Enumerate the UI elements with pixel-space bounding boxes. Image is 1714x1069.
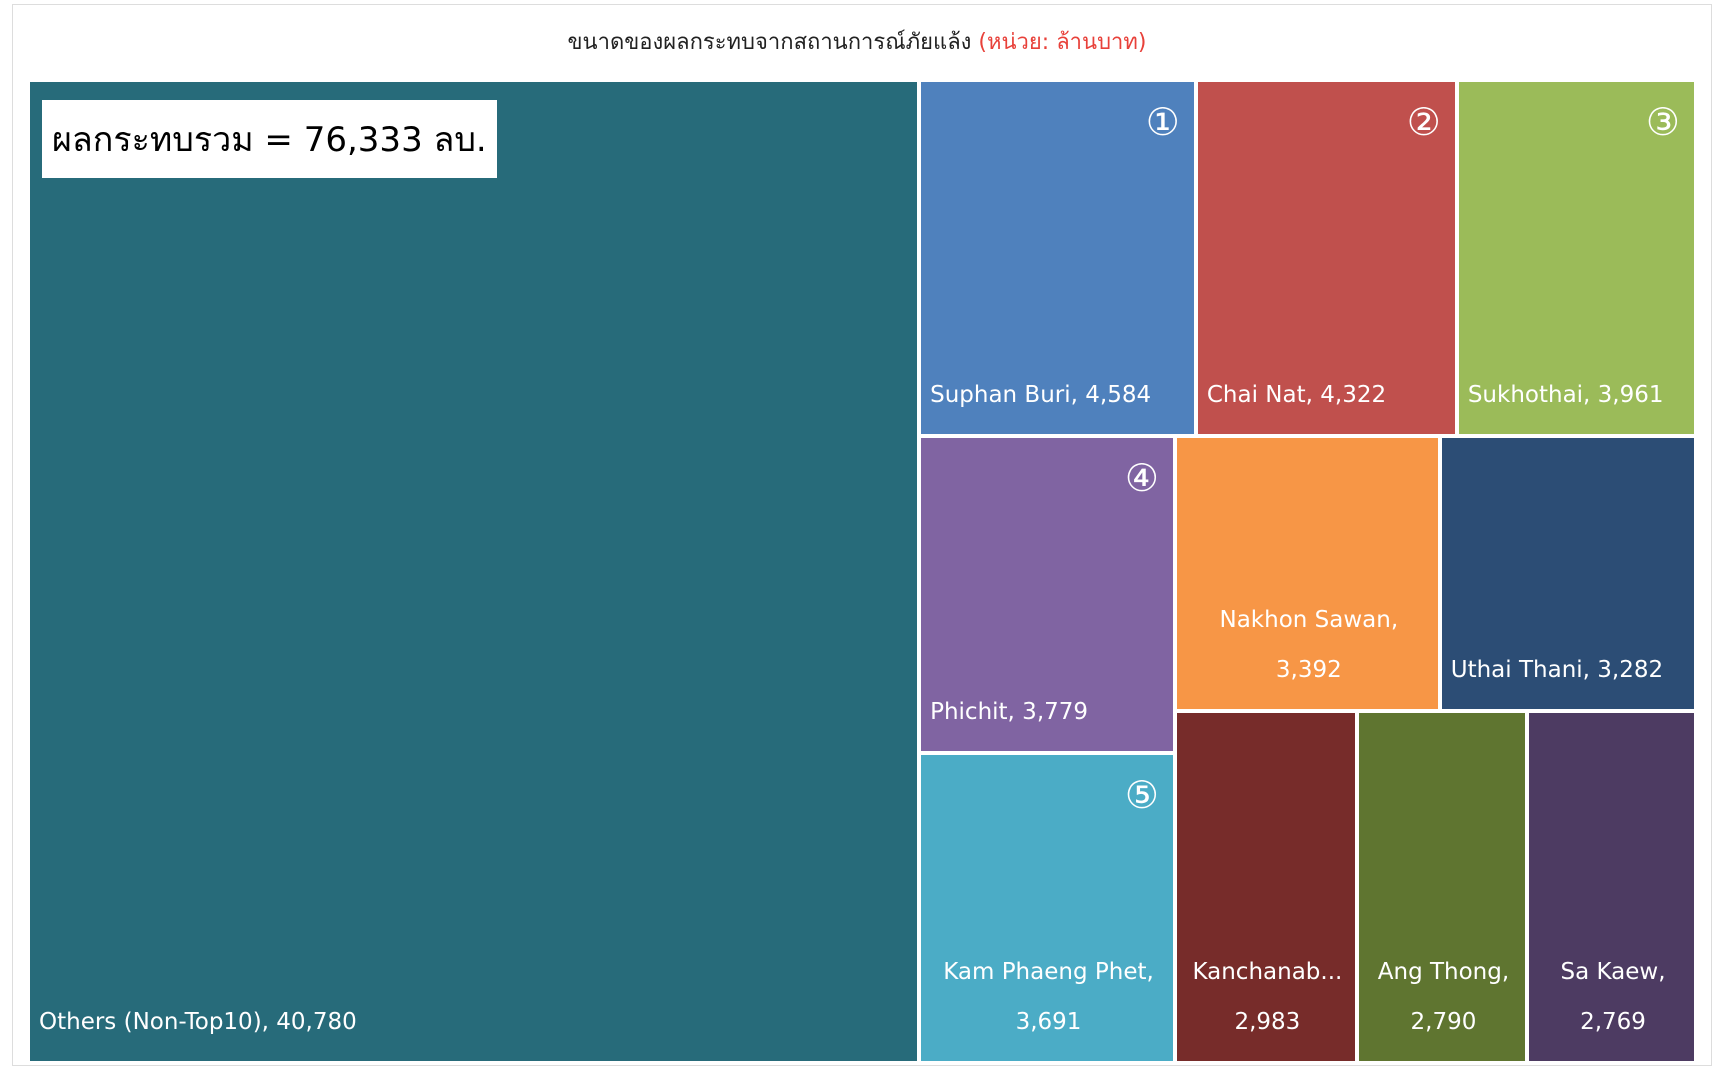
treemap-tile: Kam Phaeng Phet, 3,691 ⑤ — [919, 753, 1175, 1063]
tile-label: Kanchanab... 2,983 — [1192, 958, 1343, 1035]
tile-label: Uthai Thani, 3,282 — [1450, 656, 1664, 683]
tile-label: Ang Thong, 2,790 — [1377, 958, 1510, 1035]
tile-label: Chai Nat, 4,322 — [1206, 381, 1387, 408]
tile-label: Kam Phaeng Phet, 3,691 — [943, 958, 1154, 1035]
treemap-tile: Kanchanab... 2,983 — [1174, 710, 1357, 1063]
rank-badge: ③ — [1645, 100, 1680, 144]
treemap-tile: Ang Thong, 2,790 — [1356, 710, 1528, 1063]
tile-label: Sukhothai, 3,961 — [1467, 381, 1664, 408]
total-annotation: ผลกระทบรวม = 76,333 ลบ. — [42, 100, 497, 178]
rank-badge: ④ — [1124, 455, 1159, 500]
chart-subtitle: (หน่วย: ล้านบาท) — [978, 30, 1147, 55]
tile-label: Sa Kaew, 2,769 — [1560, 958, 1666, 1035]
treemap-tile: Sa Kaew, 2,769 — [1527, 710, 1696, 1063]
tile-label: Phichit, 3,779 — [930, 699, 1089, 726]
chart-title: ขนาดของผลกระทบจากสถานการณ์ภัยแล้ง — [567, 30, 972, 55]
rank-badge: ① — [1145, 100, 1180, 144]
tile-label: Suphan Buri, 4,584 — [930, 381, 1152, 408]
treemap-tile: Sukhothai, 3,961 ③ — [1456, 80, 1696, 436]
tile-label: Others (Non-Top10), 40,780 — [39, 1009, 357, 1035]
rank-badge: ② — [1406, 100, 1441, 144]
tile-label: Nakhon Sawan, 3,392 — [1219, 606, 1399, 683]
treemap-tile: Chai Nat, 4,322 ② — [1195, 80, 1457, 436]
treemap-tile: Suphan Buri, 4,584 ① — [919, 80, 1196, 436]
treemap-tile: Others (Non-Top10), 40,780 — [28, 80, 920, 1063]
treemap-tile: Phichit, 3,779 ④ — [919, 435, 1175, 754]
rank-badge: ⑤ — [1124, 773, 1159, 818]
treemap-tile: Nakhon Sawan, 3,392 — [1174, 435, 1440, 711]
treemap-tile: Uthai Thani, 3,282 — [1439, 435, 1696, 711]
chart-title-wrap: ขนาดของผลกระทบจากสถานการณ์ภัยแล้ง (หน่วย… — [0, 24, 1714, 59]
frame — [12, 4, 1712, 1066]
